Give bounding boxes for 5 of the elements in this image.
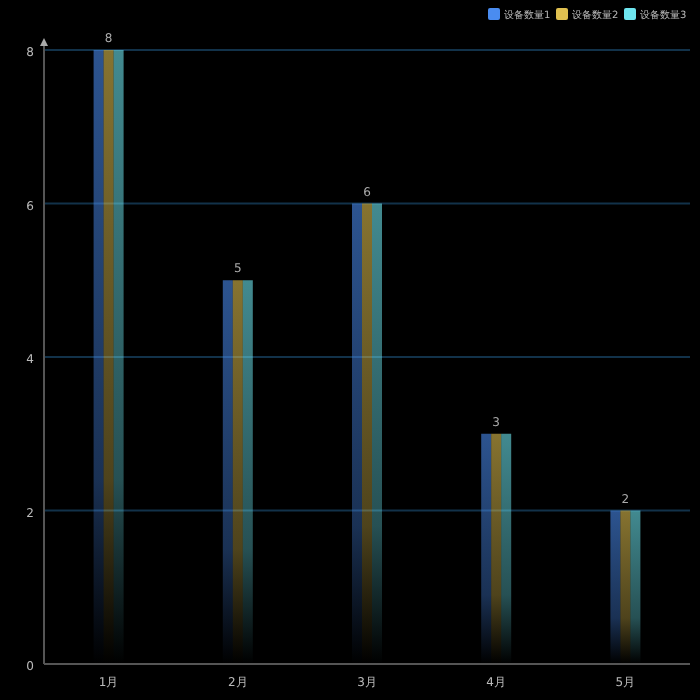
- bar: [620, 510, 631, 664]
- bar: [501, 433, 512, 664]
- bar: [481, 433, 492, 664]
- bar: [630, 510, 641, 664]
- bar: [610, 510, 621, 664]
